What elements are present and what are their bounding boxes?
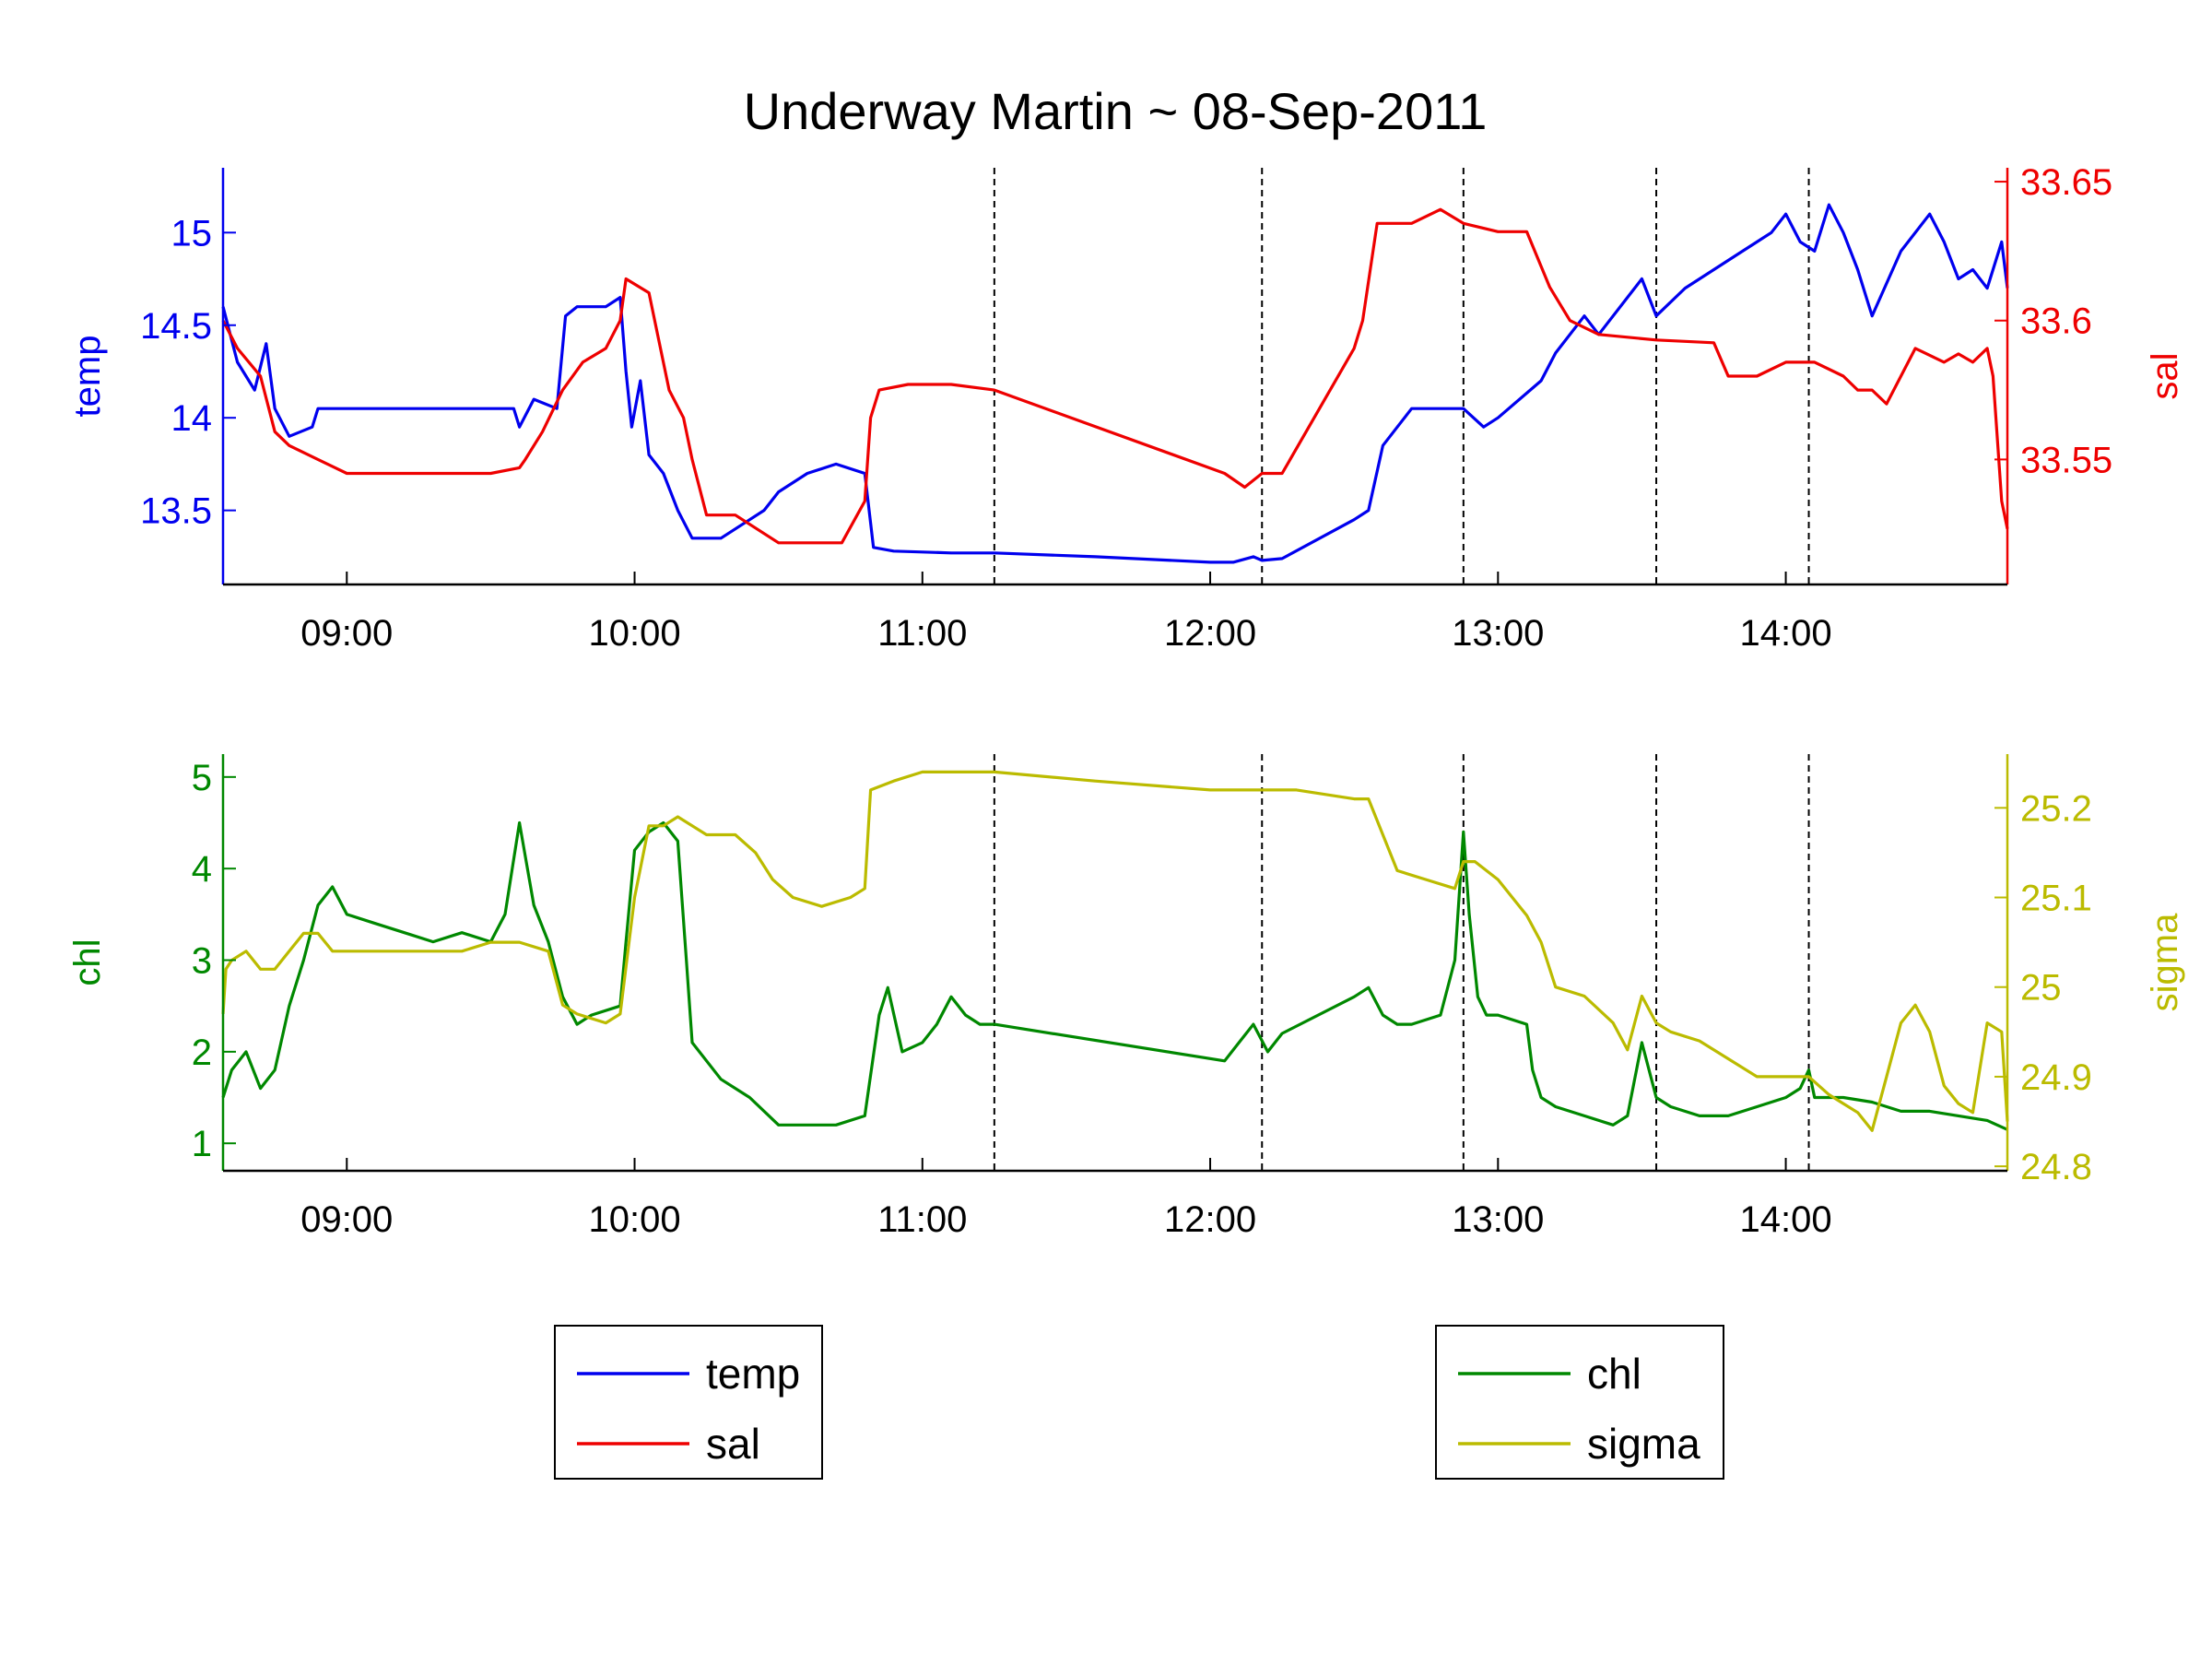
legend: chl sigma	[1435, 1325, 1724, 1480]
x-tick-label: 10:00	[588, 1199, 680, 1240]
temp-series-line	[221, 203, 2009, 564]
left-y-tick-label: 14	[171, 398, 213, 439]
left-y-tick-label: 5	[192, 758, 212, 798]
left-y-tick-label: 2	[192, 1033, 212, 1073]
temp-sal-panel: 09:00 10:00 11:00 12:00 13:00 14:0013.51414.5…	[67, 162, 2185, 1480]
right-y-tick-label: 25	[2020, 968, 2062, 1009]
x-tick-label: 11:00	[877, 1199, 967, 1240]
left-y-tick-label: 13.5	[140, 491, 212, 532]
x-tick-label: 14:00	[1740, 613, 1832, 654]
legend: temp sal	[554, 1325, 823, 1480]
left-y-axis-label: chl	[67, 938, 108, 985]
x-tick-label: 12:00	[1164, 613, 1256, 654]
right-y-axis-label: sal	[2145, 352, 2185, 399]
x-tick-label: 12:00	[1164, 1199, 1256, 1240]
x-tick-label: 14:00	[1740, 1199, 1832, 1240]
right-y-tick-label: 33.65	[2020, 162, 2112, 203]
legend-label-temp: temp	[706, 1350, 800, 1398]
chl-series-line	[221, 820, 2008, 1131]
chart-title: Underway Martin ~ 08-Sep-2011	[744, 82, 1488, 140]
chl-sigma-panel: 09:00 10:00 11:00 12:00 13:00 14:00 1 2 3 4 5 24.8 2…	[67, 754, 2185, 1480]
x-tick-label: 09:00	[300, 1199, 393, 1240]
left-y-tick-label: 1	[192, 1124, 212, 1164]
right-y-tick-label: 25.2	[2020, 788, 2092, 829]
x-tick-label: 13:00	[1452, 613, 1544, 654]
right-y-tick-label: 33.6	[2020, 301, 2092, 342]
legend-label-sal: sal	[706, 1420, 760, 1468]
legend-label-sigma: sigma	[1587, 1420, 1700, 1468]
sal-series-line	[221, 207, 2009, 545]
legend-box	[1435, 1325, 1724, 1480]
x-tick-label: 13:00	[1452, 1199, 1544, 1240]
legend-label-chl: chl	[1587, 1350, 1641, 1398]
right-y-tick-label: 33.55	[2020, 440, 2112, 480]
x-tick-label: 11:00	[877, 613, 967, 654]
legend-box	[554, 1325, 823, 1480]
right-y-tick-label: 25.1	[2020, 879, 2092, 919]
left-y-tick-label: 3	[192, 941, 212, 982]
right-y-axis-label: sigma	[2145, 913, 2185, 1011]
sigma-series-line	[221, 770, 2009, 1132]
left-y-axis-label: temp	[67, 336, 108, 418]
left-y-tick-label: 4	[192, 849, 212, 890]
right-y-tick-label: 24.8	[2020, 1147, 2092, 1187]
left-y-tick-label: 14.5	[140, 306, 212, 347]
left-y-tick-label: 15	[171, 213, 213, 254]
right-y-tick-label: 24.9	[2020, 1057, 2092, 1098]
x-tick-label: 10:00	[588, 613, 680, 654]
x-tick-label: 09:00	[300, 613, 393, 654]
